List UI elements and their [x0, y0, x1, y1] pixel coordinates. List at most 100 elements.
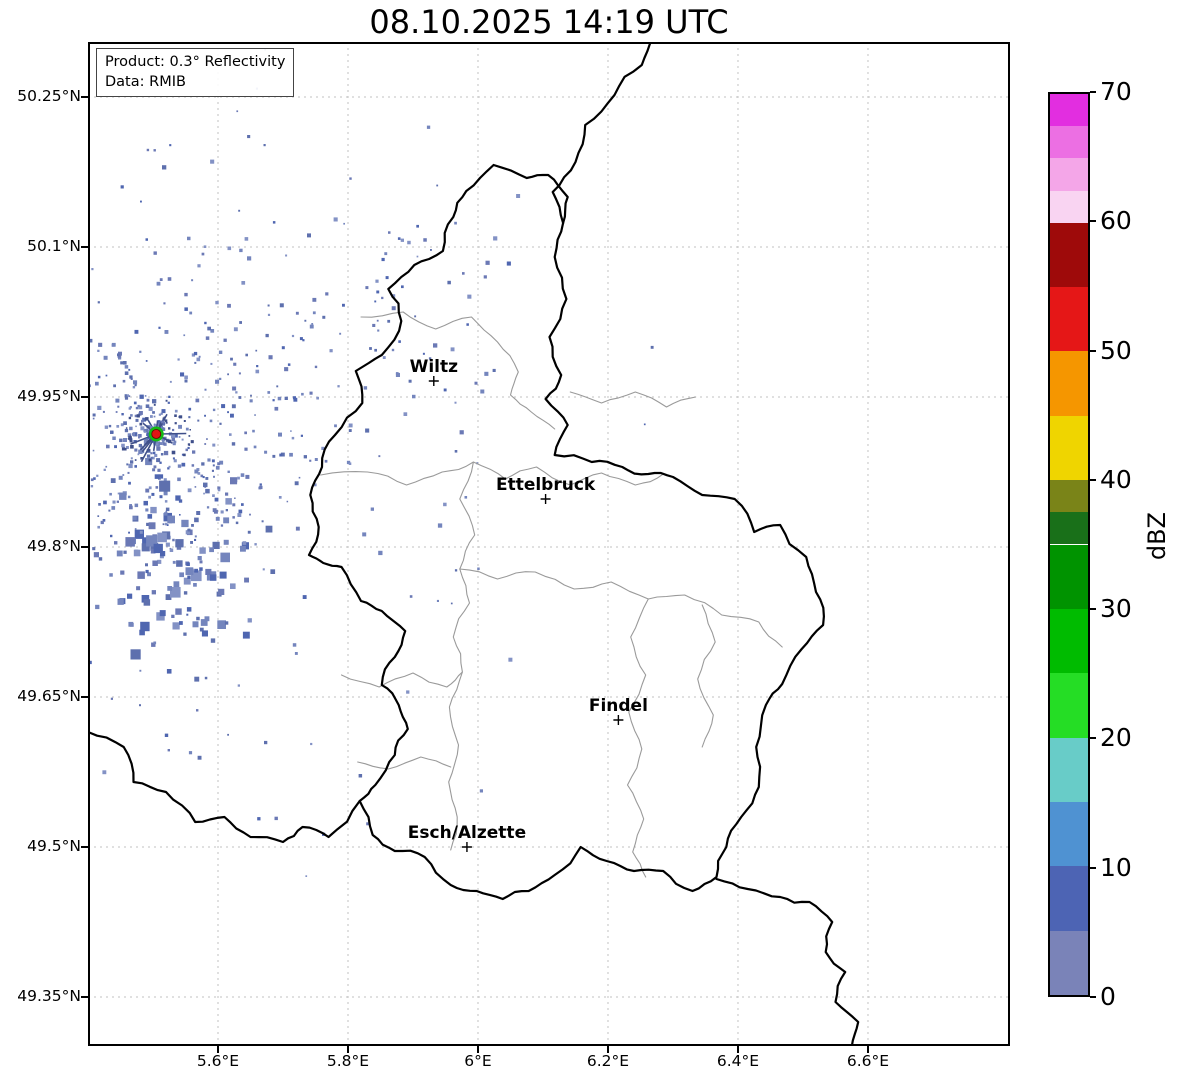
colorbar-tick-mark: [1090, 91, 1096, 93]
radar-echo-layer: [88, 48, 654, 877]
city-marker: Ettelbruck: [496, 475, 596, 504]
colorbar-segment: [1050, 737, 1088, 802]
lon-tick-label: 6.2°E: [586, 1052, 630, 1070]
page-title: 08.10.2025 14:19 UTC: [369, 3, 729, 41]
colorbar-tick-mark: [1090, 737, 1096, 740]
lat-tick-mark: [81, 846, 88, 848]
district-border: [320, 461, 664, 486]
district-border: [569, 391, 697, 408]
district-border: [340, 671, 463, 688]
colorbar-segment: [1050, 222, 1088, 288]
lon-tick-mark: [866, 1046, 869, 1053]
lon-tick-mark: [216, 1046, 219, 1053]
district-border: [448, 461, 476, 851]
colorbar-segment: [1050, 673, 1088, 738]
city-marker: Esch/Alzette: [408, 823, 526, 852]
lat-tick-mark: [81, 996, 88, 998]
colorbar-tick-mark: [1090, 478, 1096, 481]
city-label: Esch/Alzette: [408, 823, 526, 843]
country-border-layer: [88, 42, 860, 1046]
country-border: [551, 42, 652, 225]
colorbar-tick-label: 40: [1100, 464, 1132, 494]
colorbar-tick-label: 10: [1100, 852, 1132, 882]
lat-tick-mark: [81, 246, 88, 248]
colorbar-unit-label: dBZ: [1143, 512, 1171, 561]
city-plus-icon: [540, 494, 551, 504]
colorbar-segment: [1050, 158, 1088, 191]
colorbar-segment: [1050, 126, 1088, 159]
map-layers: Wiltz Ettelbruck Findel Esch/Alzette: [88, 42, 1010, 1046]
country-border: [88, 730, 361, 844]
lon-tick-label: 5.6°E: [196, 1052, 240, 1070]
city-marker: Wiltz: [410, 357, 459, 386]
lat-tick-label: 50.1°N: [27, 237, 81, 255]
colorbar-tick-label: 20: [1100, 723, 1132, 753]
colorbar-segment: [1050, 94, 1088, 127]
city-plus-icon: [613, 715, 624, 725]
district-border: [357, 756, 452, 770]
city-label: Findel: [589, 696, 648, 716]
lat-tick-label: 49.5°N: [27, 837, 81, 855]
lat-tick-mark: [81, 696, 88, 698]
district-border: [360, 311, 556, 430]
colorbar-tick-label: 70: [1100, 77, 1132, 106]
city-plus-icon: [461, 842, 472, 852]
radar-map-canvas: Wiltz Ettelbruck Findel Esch/Alzette: [88, 42, 1010, 1046]
product-info-line2: Data: RMIB: [105, 74, 186, 91]
colorbar-tick-label: 50: [1100, 335, 1132, 365]
lat-tick-label: 49.35°N: [17, 987, 81, 1005]
colorbar-segment: [1050, 351, 1088, 416]
map-plot-area: Wiltz Ettelbruck Findel Esch/Alzette: [88, 42, 1010, 1046]
colorbar: [1048, 92, 1090, 997]
colorbar-segment: [1050, 190, 1088, 223]
marker-layer: Wiltz Ettelbruck Findel Esch/Alzette: [148, 357, 648, 852]
colorbar-tick-mark: [1090, 608, 1096, 611]
colorbar-segment: [1050, 866, 1088, 931]
colorbar-segment: [1050, 415, 1088, 481]
colorbar-tick-mark: [1090, 349, 1096, 352]
lon-tick-label: 6.4°E: [716, 1052, 760, 1070]
lon-tick-label: 6.6°E: [846, 1052, 890, 1070]
colorbar-tick-mark: [1090, 996, 1096, 998]
colorbar-segment: [1050, 930, 1088, 995]
lon-tick-mark: [346, 1046, 349, 1053]
colorbar-tick-label: 30: [1100, 594, 1132, 624]
colorbar-segment: [1050, 480, 1088, 513]
colorbar-segment: [1050, 544, 1088, 609]
city-label: Ettelbruck: [496, 475, 596, 495]
lon-tick-label: 5.8°E: [326, 1052, 370, 1070]
product-info-box: Product: 0.3° Reflectivity Data: RMIB: [96, 48, 295, 97]
city-label: Wiltz: [410, 357, 459, 377]
colorbar-tick-mark: [1090, 220, 1096, 223]
grid-layer: [88, 42, 1010, 1046]
country-border: [307, 163, 825, 901]
district-border: [459, 568, 783, 648]
lat-tick-label: 50.25°N: [17, 87, 81, 105]
colorbar-segment: [1050, 801, 1088, 867]
city-plus-icon: [428, 376, 439, 386]
country-border: [715, 877, 860, 1046]
plot-frame: [88, 42, 1010, 1046]
lat-tick-label: 49.95°N: [17, 387, 81, 405]
city-marker: Findel: [589, 696, 648, 725]
colorbar-tick-label: 0: [1100, 982, 1116, 1011]
district-border: [626, 598, 649, 878]
lon-tick-label: 6°E: [464, 1052, 492, 1070]
lon-tick-mark: [476, 1046, 479, 1053]
lat-tick-mark: [81, 396, 88, 398]
colorbar-segment: [1050, 512, 1088, 545]
colorbar-tick-mark: [1090, 866, 1096, 869]
colorbar-tick-label: 60: [1100, 206, 1132, 236]
lat-tick-mark: [81, 96, 88, 98]
colorbar-segment: [1050, 608, 1088, 674]
lon-tick-mark: [736, 1046, 739, 1053]
district-border: [697, 604, 716, 748]
lat-tick-label: 49.8°N: [27, 537, 81, 555]
district-border-layer: [320, 311, 783, 878]
colorbar-segment: [1050, 287, 1088, 352]
lon-tick-mark: [606, 1046, 609, 1053]
radar-site-marker: [148, 426, 164, 442]
lat-tick-label: 49.65°N: [17, 687, 81, 705]
product-info-line1: Product: 0.3° Reflectivity: [105, 54, 286, 70]
